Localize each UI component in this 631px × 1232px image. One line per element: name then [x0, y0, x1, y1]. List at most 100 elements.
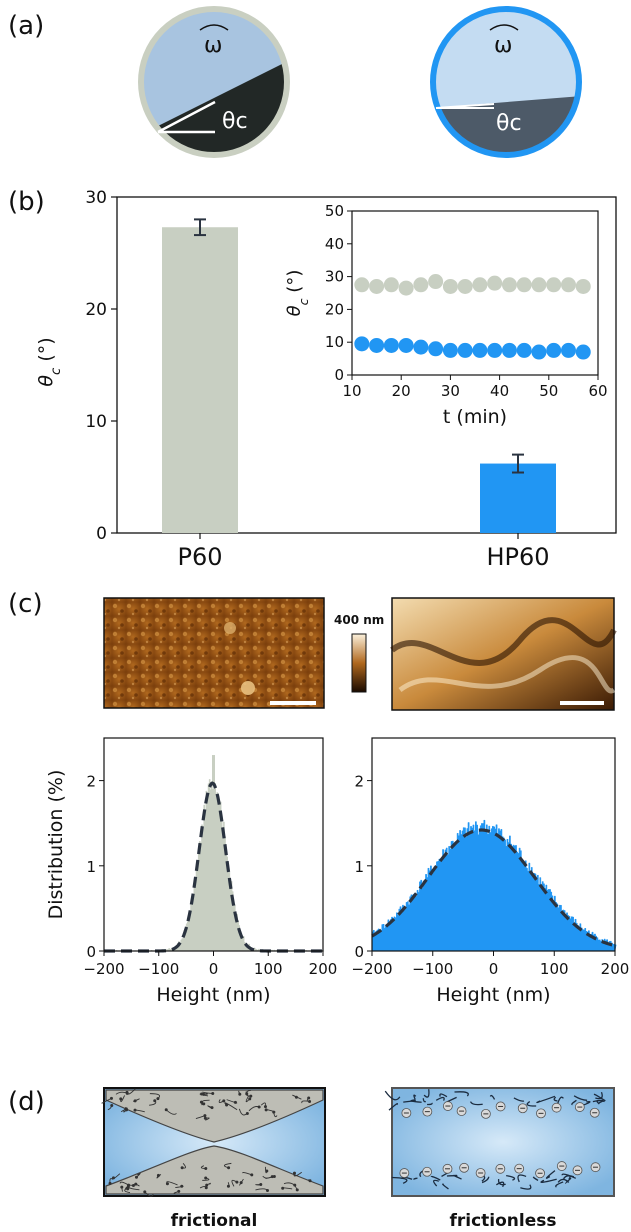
data-point: [472, 342, 488, 358]
x-tick-label: −200: [351, 960, 392, 978]
crosslink-dot: [133, 1108, 137, 1112]
polymer-strand: [413, 1177, 418, 1180]
panel-label-d: (d): [8, 1087, 45, 1117]
schematic-frictionless: [384, 1087, 615, 1197]
crosslink-dot: [120, 1185, 124, 1189]
polymer-strand: [553, 1096, 558, 1102]
crosslink-dot: [119, 1097, 123, 1101]
x-axis-label: Height (nm): [436, 984, 550, 1006]
y-tick-label: 10: [85, 412, 107, 432]
polymer-strand: [403, 1100, 416, 1103]
crosslink-dot: [210, 1106, 214, 1110]
x-tick-label: 100: [540, 960, 569, 978]
polymer-strand: [423, 1089, 430, 1098]
y-axis-label: Distribution (%): [45, 770, 67, 920]
crosslink-dot: [307, 1096, 311, 1100]
data-point: [369, 278, 385, 294]
polymer-strand: [430, 1175, 441, 1181]
crosslink-dot: [203, 1116, 207, 1120]
data-point: [575, 344, 591, 360]
crosslink-dot: [294, 1095, 298, 1099]
x-tick-label: −200: [83, 960, 124, 978]
crosslink-dot: [200, 1092, 204, 1096]
data-point: [501, 277, 517, 293]
polymer-strand: [144, 1191, 154, 1197]
data-point: [442, 342, 458, 358]
crosslink-dot: [204, 1166, 208, 1170]
rotation-arrow-icon: [489, 24, 519, 31]
crosslink-dot: [156, 1173, 160, 1177]
data-point: [398, 337, 414, 353]
y-tick-label: 2: [86, 773, 96, 791]
crosslink-dot: [308, 1099, 312, 1103]
data-point: [398, 280, 414, 296]
schematic-frictional: [101, 1087, 326, 1197]
rotation-arrow-icon: [199, 24, 229, 31]
polymer-strand: [540, 1178, 557, 1183]
theta-label-left: θc: [222, 109, 248, 134]
crosslink-dot: [109, 1096, 113, 1100]
bar-p60: [162, 227, 238, 534]
polymer-strand: [119, 1181, 129, 1186]
crosslink-dot: [211, 1091, 215, 1095]
polymer-strand: [517, 1174, 527, 1183]
x-tick-label: −100: [412, 960, 453, 978]
polymer-strand: [489, 1094, 496, 1100]
x-tick-label: 30: [441, 382, 460, 400]
crosslink-dot: [263, 1105, 267, 1109]
crosslink-dot: [134, 1175, 138, 1179]
x-axis-label: t (min): [443, 406, 507, 428]
data-point: [354, 336, 370, 352]
category-label: P60: [177, 543, 222, 571]
polymer-strand: [435, 1096, 445, 1101]
polymer-strand: [536, 1095, 556, 1104]
polymer-strand: [557, 1096, 564, 1104]
crosslink-dot: [245, 1111, 249, 1115]
crosslink-dot: [293, 1183, 297, 1187]
crosslink-dot: [125, 1091, 129, 1095]
crosslink-dot: [239, 1181, 243, 1185]
polymer-strand: [433, 1179, 439, 1187]
crosslink-dot: [202, 1102, 206, 1106]
polymer-strand: [526, 1101, 537, 1107]
colorbar: 400 nm: [334, 613, 384, 693]
data-point: [516, 342, 532, 358]
crosslink-dot: [156, 1097, 160, 1101]
polymer-strand: [555, 1181, 564, 1188]
polymer-strand: [388, 1102, 399, 1111]
polymer-strand: [561, 1173, 577, 1179]
crosslink-dot: [222, 1099, 226, 1103]
data-point: [501, 342, 517, 358]
data-point: [487, 342, 503, 358]
polymer-strand: [545, 1170, 556, 1179]
y-tick-label: 40: [325, 235, 344, 253]
data-point: [546, 342, 562, 358]
photo-hp60: θc ω: [430, 6, 582, 158]
polymer-strand: [391, 1176, 408, 1184]
crosslink-dot: [227, 1166, 231, 1170]
crosslink-dot: [111, 1176, 115, 1180]
data-point: [487, 275, 503, 291]
afm-image-p60: [103, 597, 325, 709]
polymer-strand: [496, 1181, 505, 1188]
data-point: [428, 274, 444, 290]
data-point: [457, 342, 473, 358]
polymer-strand: [596, 1099, 605, 1105]
x-tick-label: 200: [601, 960, 630, 978]
x-tick-label: −100: [138, 960, 179, 978]
y-axis-label: θc (°): [35, 337, 64, 386]
crosslink-dot: [264, 1108, 268, 1112]
data-point: [516, 277, 532, 293]
panel-label-c: (c): [8, 589, 43, 619]
polymer-strand: [454, 1091, 469, 1097]
polymer-strand: [513, 1097, 525, 1102]
crosslink-dot: [204, 1186, 208, 1190]
y-tick-label: 20: [85, 300, 107, 320]
panel-label-a: (a): [8, 11, 44, 41]
crosslink-dot: [308, 1179, 312, 1183]
crosslink-dot: [108, 1181, 112, 1185]
y-tick-label: 30: [85, 188, 107, 208]
data-point: [560, 277, 576, 293]
